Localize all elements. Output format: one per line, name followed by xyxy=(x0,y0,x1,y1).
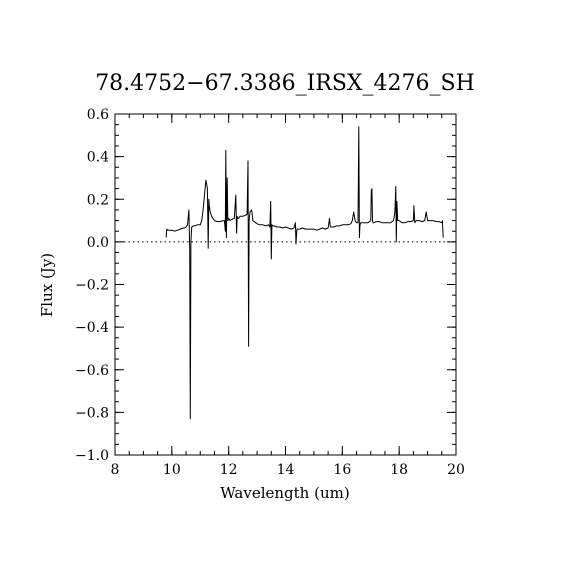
x-tick-label: 12 xyxy=(220,462,238,478)
y-tick-label: −1.0 xyxy=(75,448,109,464)
x-tick-label: 20 xyxy=(447,462,465,478)
x-tick-label: 18 xyxy=(390,462,408,478)
y-tick-label: −0.2 xyxy=(75,278,109,294)
y-tick-label: −0.6 xyxy=(75,363,109,379)
y-tick-label: 0.6 xyxy=(87,107,109,123)
axis-ticks xyxy=(114,113,457,456)
y-tick-label: 0.4 xyxy=(87,150,109,166)
x-tick-label: 10 xyxy=(163,462,181,478)
x-axis-label: Wavelength (um) xyxy=(220,484,349,502)
y-tick-label: 0.2 xyxy=(87,192,109,208)
x-tick-label: 8 xyxy=(111,462,120,478)
axis-tick-labels: 8 10 12 14 16 18 20 −1.0 −0.8 −0.6 −0.4 −0.2 0.0 0.2 0… xyxy=(75,107,465,478)
plot-frame xyxy=(114,113,457,456)
x-tick-label: 16 xyxy=(333,462,351,478)
y-tick-label: −0.8 xyxy=(75,405,109,421)
x-tick-label: 14 xyxy=(277,462,295,478)
y-tick-label: 0.0 xyxy=(87,235,109,251)
y-tick-label: −0.4 xyxy=(75,320,109,336)
y-axis-label: Flux (Jy) xyxy=(38,253,56,317)
chart-title: 78.4752−67.3386_IRSX_4276_SH xyxy=(95,71,475,96)
spectrum-line xyxy=(165,126,444,420)
